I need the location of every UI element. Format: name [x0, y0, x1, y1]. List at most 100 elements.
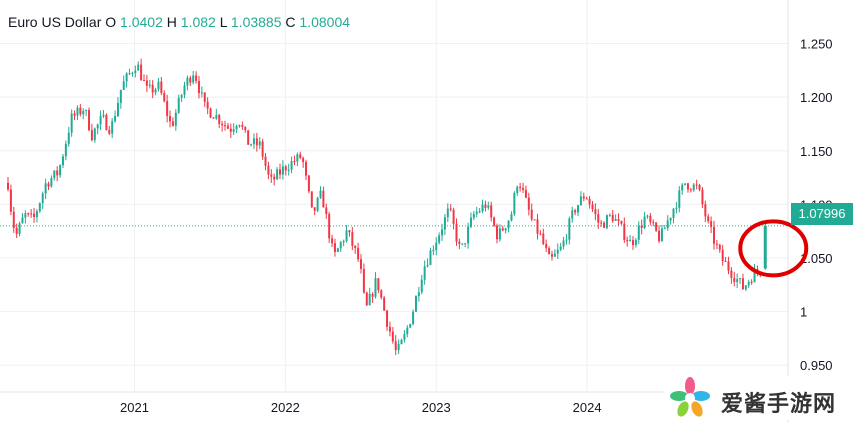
candle-body: [284, 166, 287, 171]
candle-body: [88, 110, 91, 131]
candle-body: [125, 73, 128, 82]
x-tick-label: 2021: [120, 400, 149, 415]
candle-body: [333, 243, 336, 252]
candle-body: [600, 222, 603, 224]
y-tick-label: 1.150: [800, 144, 833, 159]
candle-body: [53, 170, 56, 179]
candle-body: [672, 208, 675, 218]
candle-body: [704, 204, 707, 217]
candle-body: [290, 161, 293, 170]
candle-body: [513, 193, 516, 215]
candle-body: [452, 209, 455, 224]
candle-body: [142, 80, 145, 82]
candle-body: [85, 110, 88, 112]
candle-body: [212, 117, 215, 119]
candle-body: [669, 217, 672, 221]
candle-body: [276, 169, 279, 180]
candle-body: [487, 205, 490, 208]
candle-body: [524, 189, 527, 198]
candle-body: [9, 189, 12, 212]
candle-body: [362, 268, 365, 293]
candle-body: [357, 247, 360, 260]
candle-body: [70, 113, 73, 133]
candle-body: [336, 248, 339, 252]
open-value: 1.0402: [120, 14, 163, 30]
candle-body: [371, 293, 374, 297]
candle-body: [617, 219, 620, 221]
candle-body: [108, 129, 111, 134]
candle-body: [278, 169, 281, 175]
candle-body: [724, 260, 727, 262]
candle-body: [533, 219, 536, 221]
candle-body: [469, 217, 472, 227]
candle-body: [400, 339, 403, 345]
grid: [0, 0, 789, 422]
candle-body: [623, 223, 626, 240]
candle-body: [287, 169, 290, 171]
candle-body: [536, 219, 539, 234]
candle-body: [585, 198, 588, 200]
candle-body: [420, 279, 423, 293]
candle-body: [273, 176, 276, 180]
candle-body: [455, 223, 458, 242]
candle-body: [264, 156, 267, 166]
candle-body: [171, 121, 174, 126]
annotation: [738, 219, 809, 278]
candle-body: [79, 107, 82, 115]
candle-body: [484, 204, 487, 208]
candle-body: [206, 101, 209, 109]
candle-body: [145, 80, 148, 86]
candle-body: [105, 114, 108, 130]
candle-body: [386, 310, 389, 327]
candle-body: [629, 240, 632, 242]
candle-body: [307, 175, 310, 192]
candle-body: [467, 226, 470, 244]
candle-body: [258, 141, 261, 146]
candle-body: [721, 249, 724, 261]
candle-body: [597, 214, 600, 223]
candle-body: [409, 324, 412, 328]
candle-body: [134, 70, 137, 73]
candle-body: [226, 125, 229, 129]
candle-body: [550, 254, 553, 257]
candle-body: [403, 334, 406, 340]
candle-body: [163, 93, 166, 102]
candle-body: [516, 186, 519, 194]
candle-body: [414, 296, 417, 312]
candle-body: [50, 178, 53, 187]
candle-body: [203, 92, 206, 102]
candle-body: [96, 124, 99, 129]
candle-body: [559, 246, 562, 250]
candle-body: [261, 141, 264, 157]
candle-body: [221, 123, 224, 126]
candle-body: [441, 229, 444, 236]
candle-body: [281, 166, 284, 175]
candle-body: [302, 158, 305, 163]
candle-body: [35, 211, 38, 218]
candle-body: [391, 331, 394, 342]
watermark-text: 爱酱手游网: [721, 392, 837, 417]
candle-body: [76, 107, 79, 116]
watermark: 爱酱手游网: [665, 376, 855, 420]
candle-body: [406, 327, 409, 335]
symbol-name: Euro US Dollar: [8, 14, 102, 30]
candle-body: [710, 221, 713, 227]
candle-body: [319, 190, 322, 198]
candle-body: [542, 233, 545, 244]
candle-body: [90, 130, 93, 141]
candle-body: [527, 197, 530, 210]
candle-body: [498, 228, 501, 240]
candle-body: [678, 190, 681, 208]
candle-body: [322, 190, 325, 208]
candle-body: [753, 269, 756, 283]
candle-body: [345, 230, 348, 242]
x-axis: 2021 2022 2023 2024: [120, 400, 602, 415]
candle-body: [250, 144, 253, 146]
candle-body: [12, 211, 15, 229]
candle-body: [684, 183, 687, 185]
candle-body: [157, 81, 160, 90]
candle-body: [148, 84, 151, 86]
candle-body: [189, 77, 192, 83]
